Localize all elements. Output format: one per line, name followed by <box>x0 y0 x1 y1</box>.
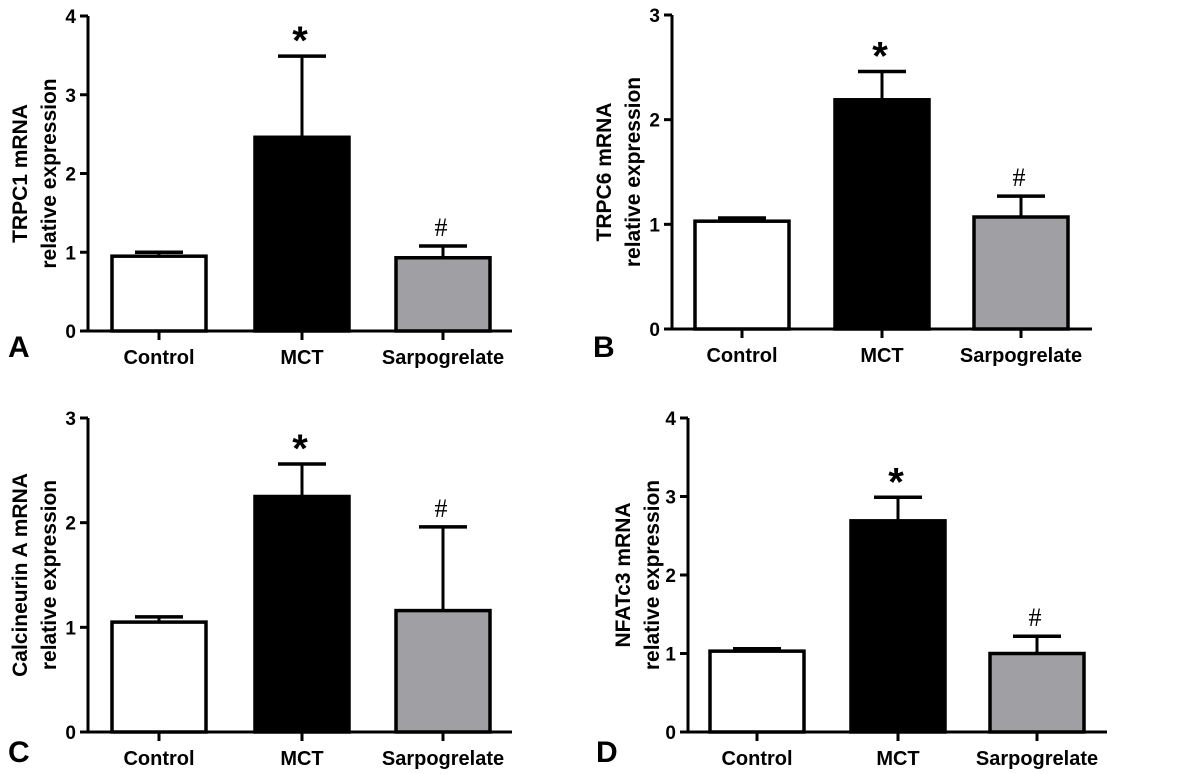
y-axis-label-line2: relative expression <box>641 480 664 670</box>
x-tick-label: MCT <box>860 345 903 367</box>
bar-mct <box>253 494 351 734</box>
y-axis-label-line1: Calcineurin A mRNA <box>9 473 32 677</box>
y-tick-label: 4 <box>65 7 76 28</box>
x-tick-label: Control <box>706 345 777 367</box>
y-tick-label: 3 <box>665 488 676 509</box>
y-tick-label: 2 <box>65 514 76 535</box>
y-axis-label-line1: TRPC6 mRNA <box>593 103 616 242</box>
bar-mct <box>833 98 931 331</box>
x-tick-label: Control <box>123 347 194 369</box>
significance-star: * <box>292 427 308 471</box>
panel-label: D <box>596 736 618 769</box>
panel-a: 0 1 2 3 4 TRPC1 mRNA relative expression A Contr… <box>8 7 512 369</box>
x-tick-label: MCT <box>876 748 919 770</box>
y-tick-label: 3 <box>65 409 76 430</box>
bar-mct <box>253 135 351 333</box>
y-axis-label-line1: NFATc3 mRNA <box>612 502 635 647</box>
y-tick-label: 2 <box>665 566 676 587</box>
y-axis-label-line1: TRPC1 mRNA <box>9 104 32 243</box>
y-tick-label: 3 <box>649 6 660 27</box>
bar-sarpogrelate <box>394 608 492 734</box>
panel-c: 0 1 2 3 Calcineurin A mRNA relative expressio… <box>8 409 512 770</box>
bar-sarpogrelate <box>988 651 1086 734</box>
significance-hash: # <box>1013 163 1026 192</box>
y-axis-label-line2: relative expression <box>622 77 645 267</box>
y-tick-label: 0 <box>665 723 676 744</box>
y-tick-label: 2 <box>65 165 76 186</box>
x-tick-label: Control <box>123 748 194 770</box>
x-tick-label: Sarpogrelate <box>976 748 1098 770</box>
significance-hash: # <box>1029 603 1042 632</box>
bar-sarpogrelate <box>394 256 492 333</box>
significance-hash: # <box>435 213 448 242</box>
panel-b: 0 1 2 3 TRPC6 mRNA relative expression B Contro… <box>593 6 1092 367</box>
panel-label: A <box>8 331 30 364</box>
bar-control <box>708 649 806 734</box>
bar-control <box>693 219 791 331</box>
y-tick-label: 3 <box>65 86 76 107</box>
bar-sarpogrelate <box>972 215 1070 331</box>
y-tick-label: 1 <box>65 618 76 639</box>
y-tick-label: 0 <box>65 322 76 343</box>
y-tick-label: 1 <box>65 243 76 264</box>
y-tick-label: 0 <box>649 320 660 341</box>
y-axis-label-line2: relative expression <box>38 480 61 670</box>
x-tick-label: Sarpogrelate <box>960 345 1082 367</box>
significance-hash: # <box>435 494 448 523</box>
x-tick-label: Control <box>721 748 792 770</box>
y-tick-label: 0 <box>65 723 76 744</box>
y-tick-label: 2 <box>649 111 660 132</box>
significance-star: * <box>872 35 888 79</box>
y-tick-label: 1 <box>665 645 676 666</box>
bar-mct <box>849 519 947 734</box>
y-axis-label-line2: relative expression <box>38 78 61 268</box>
panel-d: 0 1 2 3 4 NFATc3 mRNA relative expression D Cont… <box>596 409 1107 770</box>
y-tick-label: 1 <box>649 215 660 236</box>
x-tick-label: Sarpogrelate <box>382 347 504 369</box>
bar-control <box>110 254 208 333</box>
y-tick-label: 4 <box>665 409 676 430</box>
x-tick-label: MCT <box>280 748 323 770</box>
bar-control <box>110 620 208 734</box>
x-tick-label: MCT <box>280 347 323 369</box>
panel-label: C <box>8 736 30 769</box>
significance-star: * <box>888 460 904 504</box>
panel-label: B <box>593 331 615 364</box>
significance-star: * <box>292 19 308 63</box>
x-tick-label: Sarpogrelate <box>382 748 504 770</box>
